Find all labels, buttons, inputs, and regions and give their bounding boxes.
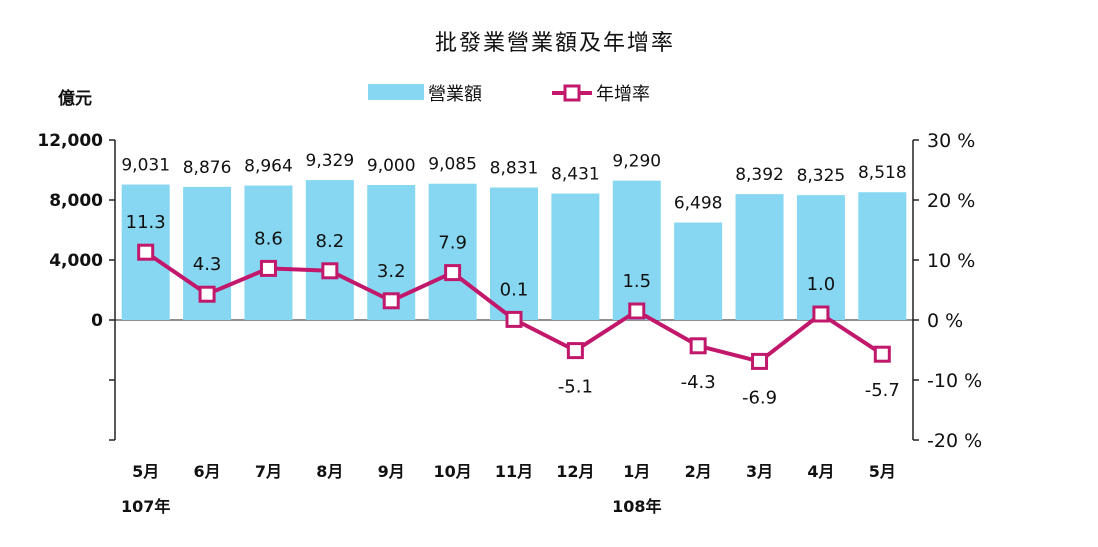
category-label: 4月 <box>807 462 834 481</box>
category-label: 11月 <box>495 462 533 481</box>
year-label: 107年 <box>121 497 170 516</box>
legend-line-marker <box>563 84 581 102</box>
growth-value-label: 8.2 <box>316 231 345 252</box>
category-label: 7月 <box>255 462 282 481</box>
bar <box>428 183 477 320</box>
growth-value-label: 8.6 <box>254 228 283 249</box>
bar-value-label: 8,392 <box>735 165 784 185</box>
bar-value-label: 9,290 <box>612 152 661 172</box>
growth-value-label: 11.3 <box>126 212 166 233</box>
growth-point-marker <box>444 264 462 282</box>
growth-point-marker <box>198 285 216 303</box>
year-label: 108年 <box>612 497 661 516</box>
bar-value-label: 9,031 <box>121 156 170 176</box>
growth-value-label: 1.5 <box>622 271 651 292</box>
growth-point-marker <box>628 302 646 320</box>
bar-value-label: 9,000 <box>367 156 416 176</box>
left-axis-tick-label: 0 <box>91 311 103 331</box>
category-label: 10月 <box>433 462 471 481</box>
bar <box>858 192 907 320</box>
growth-point-marker <box>873 345 891 363</box>
growth-value-label: -5.1 <box>558 377 593 398</box>
left-axis-tick-label: 8,000 <box>49 191 103 211</box>
right-axis-tick-label: -20 % <box>927 430 982 452</box>
bar <box>490 187 538 320</box>
left-axis-tick-label: 12,000 <box>37 131 103 151</box>
category-label: 1月 <box>623 462 650 481</box>
bar-value-label: 8,431 <box>551 165 600 185</box>
growth-value-label: 4.3 <box>193 254 222 275</box>
legend-line-label: 年增率 <box>596 84 650 105</box>
growth-point-marker <box>259 259 277 277</box>
bar-labels: 9,031 8,876 8,964 9,329 9,000 9,085 8,831 8,431… <box>121 151 906 213</box>
axes: 0 4,000 8,000 12,000 -20 % -10 % 0 % 10 % 20 % 30… <box>37 130 982 452</box>
growth-point-marker <box>812 305 830 323</box>
bar-value-label: 8,876 <box>183 158 232 178</box>
category-labels: 5月 6月 7月 8月 9月 10月 11月 12月 1月 2月 3月 4月 5月 107年 108年 <box>121 462 896 516</box>
right-axis-tick-label: 20 % <box>927 190 975 212</box>
chart-title: 批發業營業額及年增率 <box>435 31 675 56</box>
growth-line <box>137 243 891 370</box>
bar-value-label: 8,831 <box>490 159 539 179</box>
bar-value-label: 8,325 <box>797 166 846 186</box>
growth-value-label: -5.7 <box>865 380 900 401</box>
growth-point-marker <box>689 337 707 355</box>
bar <box>244 185 293 320</box>
category-label: 6月 <box>194 462 221 481</box>
category-label: 12月 <box>556 462 594 481</box>
bar <box>551 193 600 320</box>
growth-point-marker <box>321 262 339 280</box>
bar-value-label: 8,518 <box>858 163 907 183</box>
category-label: 3月 <box>746 462 773 481</box>
bar <box>735 194 784 320</box>
right-axis-tick-label: -10 % <box>927 370 982 392</box>
growth-value-label: 7.9 <box>438 233 467 254</box>
right-axis-tick-label: 30 % <box>927 130 975 152</box>
right-axis-tick-label: 0 % <box>927 310 963 332</box>
bar <box>796 195 845 320</box>
bar-value-label: 9,085 <box>428 155 477 175</box>
bar <box>612 180 661 320</box>
growth-point-marker <box>382 292 400 310</box>
bars <box>121 180 907 320</box>
bar-value-label: 6,498 <box>674 194 723 214</box>
growth-point-marker <box>751 352 769 370</box>
left-axis-tick-label: 4,000 <box>49 251 103 271</box>
left-axis-unit: 億元 <box>58 88 92 109</box>
growth-value-label: 3.2 <box>377 261 406 282</box>
growth-value-label: -6.9 <box>742 387 777 408</box>
right-axis-tick-label: 10 % <box>927 250 975 272</box>
category-label: 9月 <box>378 462 405 481</box>
legend: 營業額 年增率 <box>368 84 650 105</box>
legend-bar-label: 營業額 <box>428 84 482 105</box>
legend-bar-swatch <box>368 84 424 100</box>
growth-point-marker <box>566 342 584 360</box>
category-label: 8月 <box>316 462 343 481</box>
growth-value-label: 1.0 <box>807 274 836 295</box>
bar-value-label: 8,964 <box>244 157 293 177</box>
category-label: 5月 <box>869 462 896 481</box>
category-label: 2月 <box>685 462 712 481</box>
bar <box>305 180 354 320</box>
bar-value-label: 9,329 <box>306 151 355 171</box>
line-labels: 11.3 4.3 8.6 8.2 3.2 7.9 0.1 -5.1 1.5 -4.3 -6.9 1.0… <box>126 212 900 408</box>
growth-value-label: -4.3 <box>681 372 716 393</box>
bar <box>674 222 723 320</box>
growth-point-marker <box>505 310 523 328</box>
growth-point-marker <box>137 243 155 261</box>
category-label: 5月 <box>132 462 159 481</box>
growth-value-label: 0.1 <box>500 279 529 300</box>
